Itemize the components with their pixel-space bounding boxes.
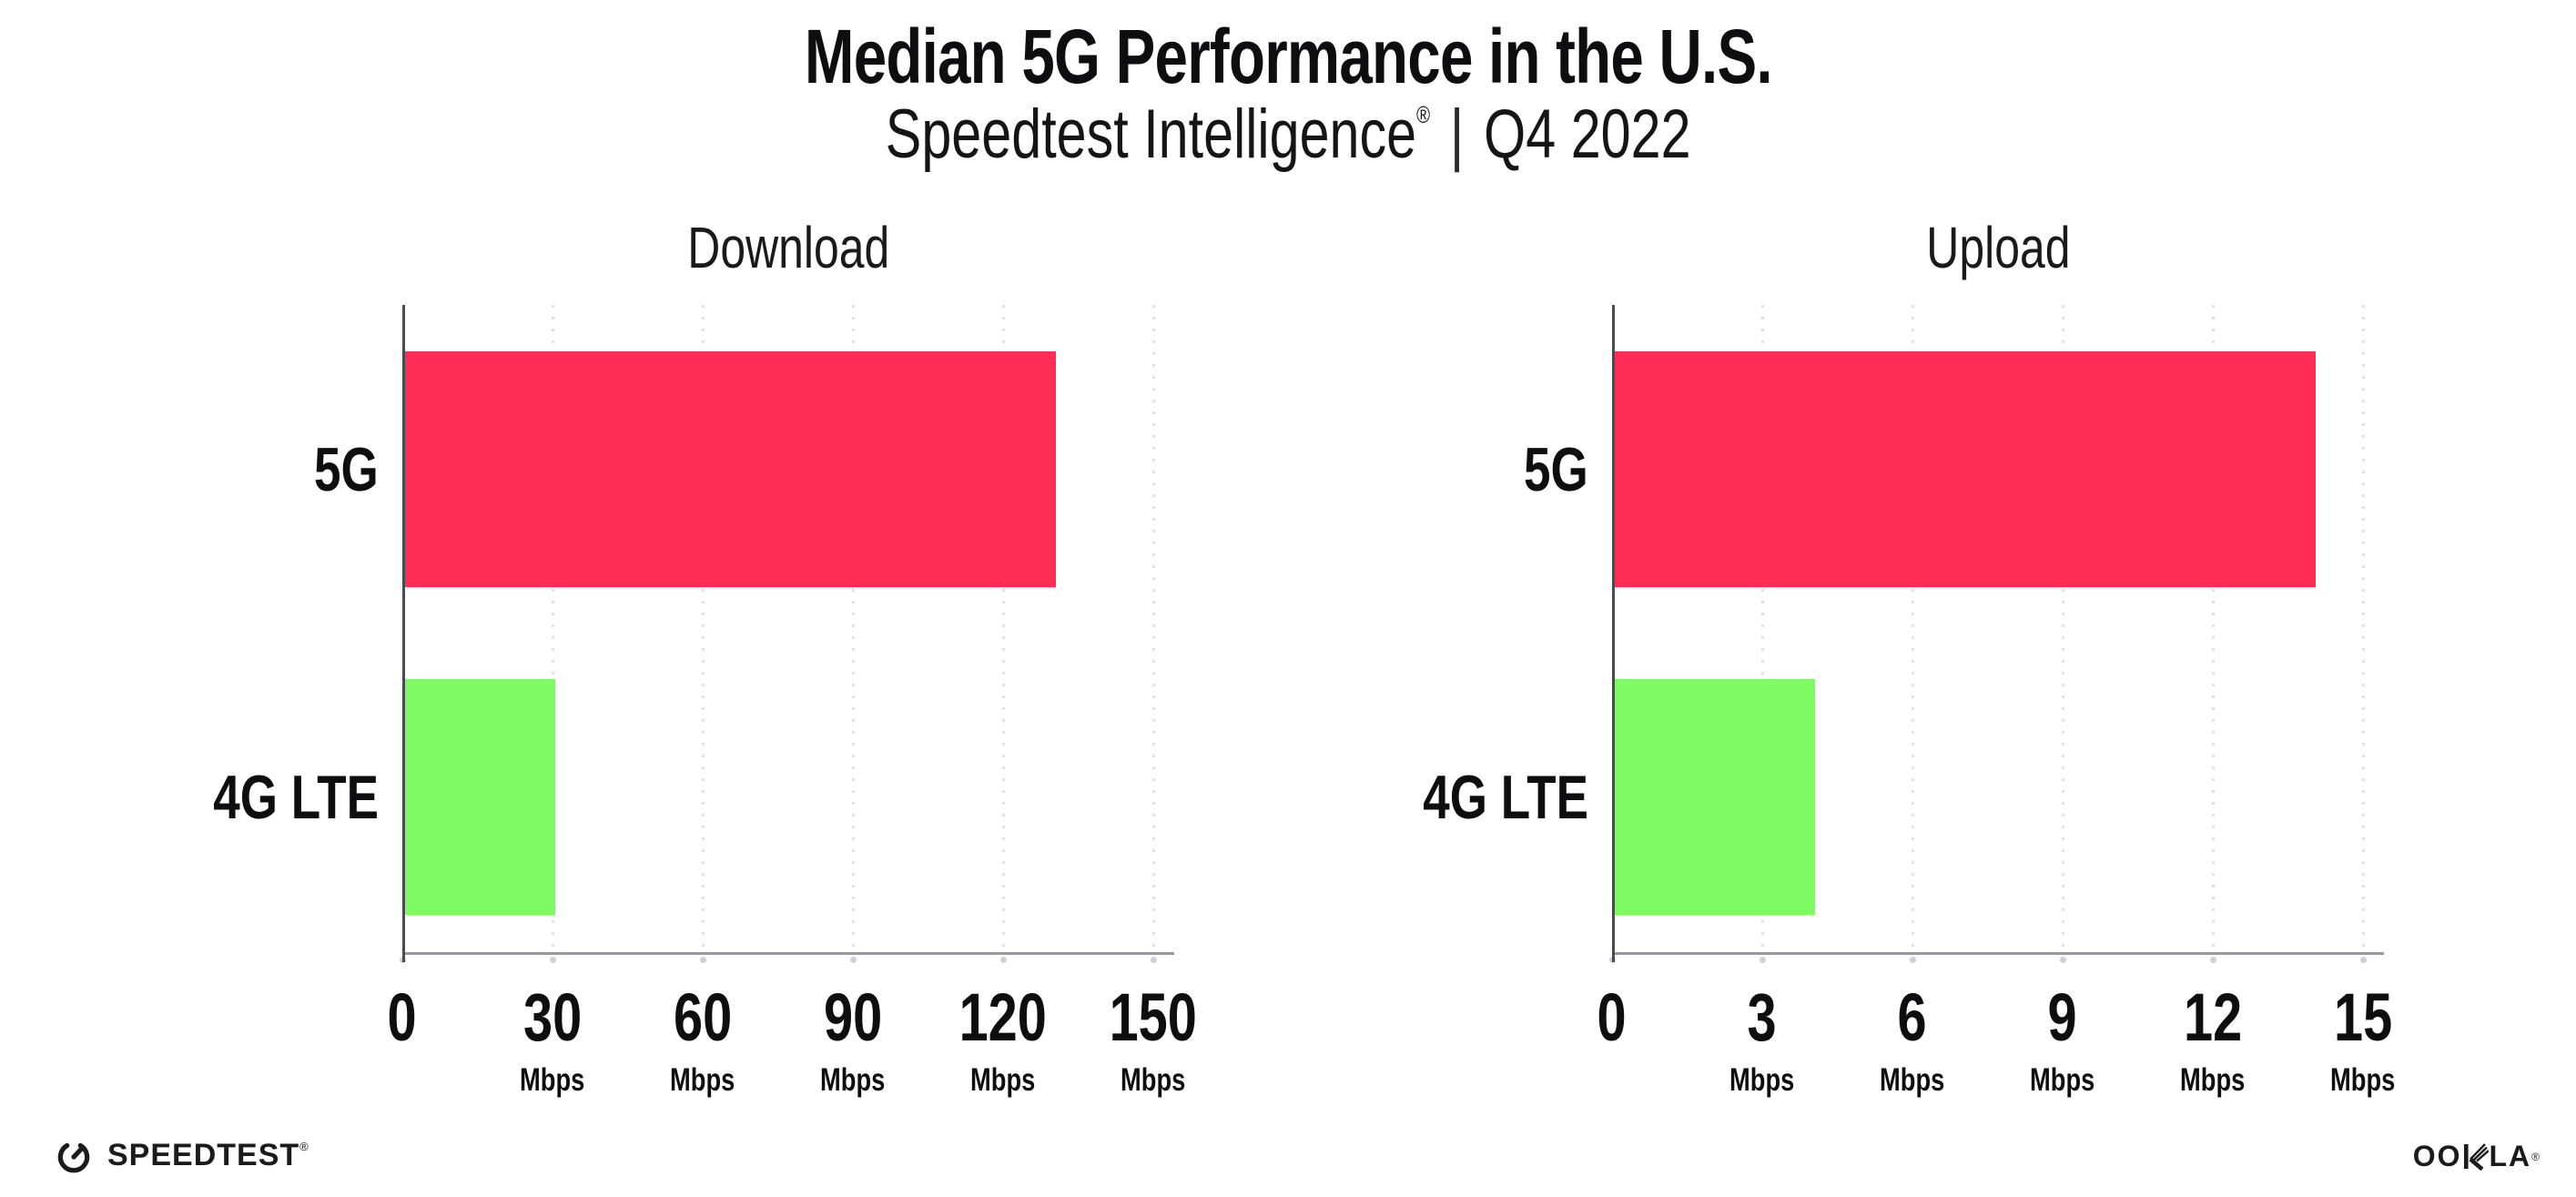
x-tick-label: 0 xyxy=(1597,979,1628,1055)
x-tick-unit-label: Mbps xyxy=(2330,1062,2396,1098)
x-tick-unit-label: Mbps xyxy=(2030,1062,2095,1098)
x-tick-label: 9 xyxy=(2047,979,2078,1055)
tick-mark xyxy=(850,957,857,963)
ookla-wordmark-left: OO xyxy=(2412,1140,2462,1172)
x-tick-label: 15 xyxy=(2333,979,2393,1055)
gridline xyxy=(552,305,554,952)
x-tick-unit-label: Mbps xyxy=(1729,1062,1795,1098)
gridline xyxy=(2362,305,2365,952)
gridline xyxy=(1152,305,1155,952)
page-title-text: Median 5G Performance in the U.S. xyxy=(804,14,1773,99)
tick-mark xyxy=(1760,957,1766,963)
tick-mark xyxy=(1000,957,1007,963)
x-tick-label: 120 xyxy=(958,979,1048,1055)
gridline xyxy=(2212,305,2215,952)
x-tick-unit-label: Mbps xyxy=(820,1062,886,1098)
category-label: 5G xyxy=(1524,434,1588,504)
bar-5g xyxy=(405,351,1056,587)
x-axis-line xyxy=(402,952,1174,955)
x-tick-unit-label: Mbps xyxy=(2180,1062,2246,1098)
chart-panel-download: Download 0 30 Mbps 60 Mbps 90 Mbps 120 Mbps 150 Mb… xyxy=(213,215,1197,1098)
gridline xyxy=(1912,305,1914,952)
chart-title-upload: Upload xyxy=(1925,215,2071,280)
speedtest-registered-mark: ® xyxy=(299,1139,309,1153)
x-tick-unit-label: Mbps xyxy=(1880,1062,1945,1098)
x-tick-unit-label: Mbps xyxy=(670,1062,735,1098)
y-axis-spine xyxy=(402,305,405,962)
category-label: 5G xyxy=(314,434,379,504)
tick-mark xyxy=(1151,957,1157,963)
subtitle-brand: Speedtest Intelligence xyxy=(885,96,1416,173)
y-axis-spine xyxy=(1612,305,1615,962)
x-tick-label: 6 xyxy=(1897,979,1928,1055)
gridline xyxy=(1002,305,1005,952)
x-tick-label: 0 xyxy=(387,979,418,1055)
speedtest-gauge-icon xyxy=(57,1142,90,1173)
bar-4g-lte xyxy=(405,679,555,915)
x-tick-label: 90 xyxy=(823,979,883,1055)
bar-5g xyxy=(1615,351,2316,587)
x-tick-label: 60 xyxy=(673,979,733,1055)
chart-panel-upload: Upload 0 3 Mbps 6 Mbps 9 Mbps 12 Mbps 15 Mbps 5G 4G … xyxy=(1423,215,2395,1098)
speedtest-logo: SPEEDTEST® xyxy=(53,1134,309,1176)
ookla-registered-mark: ® xyxy=(2531,1150,2540,1163)
x-axis-line xyxy=(1612,952,2384,955)
bar-4g-lte xyxy=(1615,679,1815,915)
tick-mark xyxy=(550,957,556,963)
gridline xyxy=(2062,305,2064,952)
chart-title-download: Download xyxy=(686,215,890,280)
tick-mark xyxy=(1910,957,1916,963)
x-tick-label: 150 xyxy=(1109,979,1198,1055)
x-tick-label: 12 xyxy=(2183,979,2243,1055)
ookla-wordmark-right: LA xyxy=(2489,1140,2532,1172)
speedtest-wordmark: SPEEDTEST® xyxy=(107,1137,309,1172)
category-label: 4G LTE xyxy=(1423,762,1588,832)
subtitle-divider: | xyxy=(1449,96,1465,173)
x-tick-label: 3 xyxy=(1747,979,1778,1055)
page-title: Median 5G Performance in the U.S. xyxy=(0,13,2576,101)
ookla-logo: OO LA ® xyxy=(2413,1140,2540,1173)
tick-mark xyxy=(2360,957,2367,963)
subtitle-period: Q4 2022 xyxy=(1483,96,1691,173)
ookla-stylized-k-icon xyxy=(2463,1143,2489,1171)
gridline xyxy=(1761,305,1764,952)
gridline xyxy=(852,305,855,952)
registered-mark: ® xyxy=(1415,101,1430,128)
page-subtitle-text: Speedtest Intelligence® | Q4 2022 xyxy=(886,95,1691,174)
gridline xyxy=(702,305,705,952)
category-label: 4G LTE xyxy=(213,762,379,832)
x-tick-label: 30 xyxy=(522,979,583,1055)
x-tick-unit-label: Mbps xyxy=(970,1062,1036,1098)
tick-mark xyxy=(700,957,706,963)
tick-mark xyxy=(2210,957,2216,963)
x-tick-unit-label: Mbps xyxy=(520,1062,585,1098)
page-subtitle: Speedtest Intelligence® | Q4 2022 xyxy=(0,95,2576,174)
tick-mark xyxy=(2060,957,2066,963)
x-tick-unit-label: Mbps xyxy=(1121,1062,1186,1098)
